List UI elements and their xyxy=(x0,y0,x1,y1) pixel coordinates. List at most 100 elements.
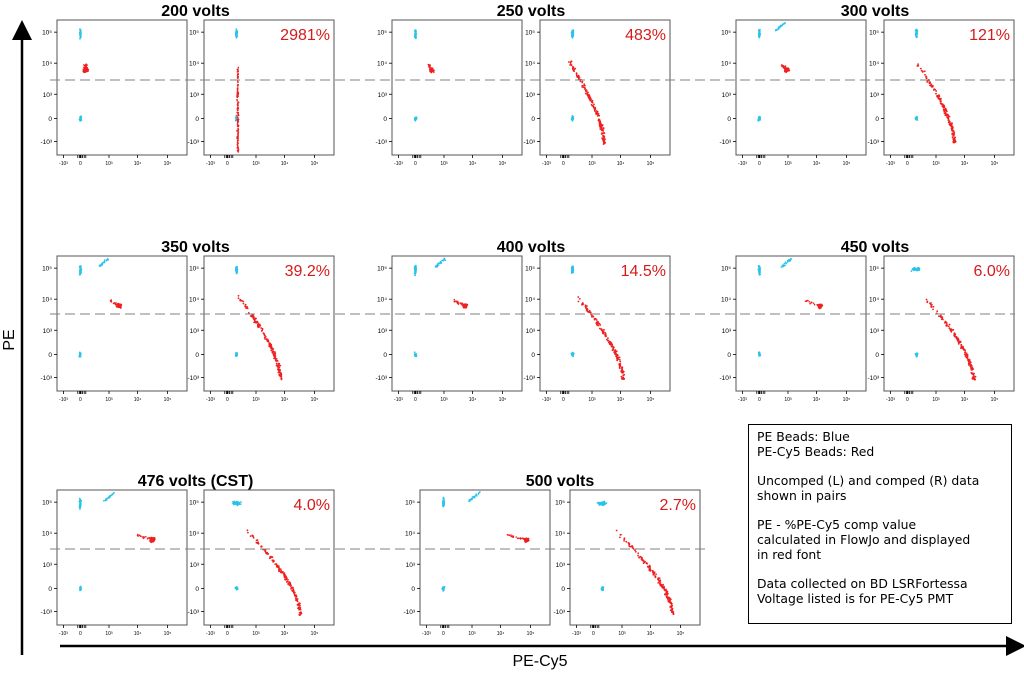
event-point xyxy=(965,353,967,356)
pe-beads-bright xyxy=(234,28,239,39)
x-tick-label: 10⁵ xyxy=(843,161,851,167)
event-point xyxy=(948,323,951,326)
event-point xyxy=(79,500,82,503)
event-point xyxy=(242,302,245,305)
pe-beads-bright xyxy=(78,265,83,276)
event-point xyxy=(665,595,668,598)
event-point xyxy=(287,579,289,581)
pecy5-comped xyxy=(246,529,303,616)
event-point xyxy=(670,607,673,609)
event-point xyxy=(236,71,239,73)
pe-beads-neg xyxy=(441,585,446,592)
y-tick-label: 10⁵ xyxy=(555,500,565,507)
plot-frame xyxy=(883,255,1015,392)
event-point xyxy=(572,66,575,69)
event-point xyxy=(298,603,301,605)
event-point xyxy=(600,124,603,127)
event-point xyxy=(414,36,417,39)
event-point xyxy=(940,318,943,320)
event-point xyxy=(784,22,786,24)
x-tick-label: 0 xyxy=(442,631,445,637)
event-point xyxy=(260,327,262,329)
event-point xyxy=(108,497,110,500)
y-tick-label: 10³ xyxy=(556,562,566,569)
event-point xyxy=(237,118,240,120)
event-point xyxy=(283,573,286,576)
y-tick-label: -10³ xyxy=(523,139,535,146)
event-point xyxy=(249,535,252,537)
event-point xyxy=(506,534,509,536)
event-point xyxy=(955,336,958,339)
y-tick-label: 10⁵ xyxy=(189,266,199,273)
event-point xyxy=(239,503,242,505)
plot-3-comped: 10⁵ 10⁴ 10³ 0 -10³ -10³ 0 10³ 10⁴ 10⁵ xyxy=(187,255,335,403)
y-tick-label: 10⁴ xyxy=(721,61,731,68)
event-point xyxy=(237,297,240,300)
event-point xyxy=(602,139,605,142)
event-point xyxy=(291,589,293,592)
plot-6-comped: 10⁵ 10⁴ 10³ 0 -10³ -10³ 0 10³ 10⁴ 10⁵ xyxy=(187,489,335,637)
event-point xyxy=(236,69,239,71)
event-point xyxy=(602,330,605,333)
event-point xyxy=(463,304,466,307)
event-point xyxy=(919,67,922,70)
event-point xyxy=(940,316,942,319)
event-point xyxy=(598,123,601,126)
event-point xyxy=(235,354,237,357)
event-point xyxy=(299,608,302,611)
x-tick-label: 10³ xyxy=(588,161,596,167)
event-point xyxy=(465,304,468,306)
pe-beads-neg xyxy=(570,351,575,358)
event-point xyxy=(443,498,445,501)
event-point xyxy=(966,353,969,356)
event-point xyxy=(942,108,945,111)
event-point xyxy=(261,329,264,332)
event-point xyxy=(278,369,281,372)
event-point xyxy=(949,123,951,126)
x-tick-label: -10³ xyxy=(206,631,215,637)
event-point xyxy=(266,339,269,342)
event-point xyxy=(237,95,239,98)
event-point xyxy=(619,534,622,536)
event-point xyxy=(461,303,463,306)
x-tick-label: 10⁵ xyxy=(164,397,172,403)
x-tick-label: -10³ xyxy=(572,631,581,637)
plot-frame xyxy=(391,255,523,392)
x-tick-label: 10³ xyxy=(932,161,940,167)
event-point xyxy=(910,270,913,272)
event-point xyxy=(236,149,239,152)
event-point xyxy=(237,73,239,76)
x-tick-label: 10⁴ xyxy=(813,161,821,167)
x-tick-label: 10⁵ xyxy=(311,397,319,403)
panel-title: 200 volts xyxy=(161,3,230,20)
panel-title: 300 volts xyxy=(841,3,910,20)
pe-beads-diag xyxy=(98,258,109,267)
event-point xyxy=(789,258,792,261)
event-point xyxy=(455,300,458,303)
event-point xyxy=(468,499,471,502)
x-tick-label: -10³ xyxy=(394,397,403,403)
event-point xyxy=(511,535,513,537)
x-tick-label: 10⁴ xyxy=(281,161,289,167)
event-point xyxy=(954,139,956,141)
event-point xyxy=(593,103,595,106)
event-point xyxy=(252,317,255,320)
event-point xyxy=(103,499,105,502)
y-tick-label: 10⁴ xyxy=(721,297,731,304)
comp-value: 2.7% xyxy=(660,497,696,514)
event-point xyxy=(591,315,593,318)
y-tick-label: 0 xyxy=(531,116,535,123)
plot-6-uncomped: 10⁵ 10⁴ 10³ 0 -10³ -10³ 0 10³ 10⁴ 10⁵ xyxy=(40,489,188,637)
event-point xyxy=(79,269,82,272)
plot-0-uncomped: 10⁵ 10⁴ 10³ 0 -10³ -10³ 0 10³ 10⁴ 10⁵ xyxy=(40,19,188,167)
legend-instrument-note: Data collected on BD LSRFortessa xyxy=(757,576,968,591)
event-point xyxy=(280,571,283,574)
event-point xyxy=(940,97,942,100)
event-point xyxy=(594,317,597,320)
event-point xyxy=(777,28,779,30)
event-point xyxy=(299,606,302,609)
event-point xyxy=(601,586,604,588)
event-point xyxy=(780,25,782,27)
x-tick-label: 10⁴ xyxy=(134,397,142,403)
event-point xyxy=(277,366,280,369)
